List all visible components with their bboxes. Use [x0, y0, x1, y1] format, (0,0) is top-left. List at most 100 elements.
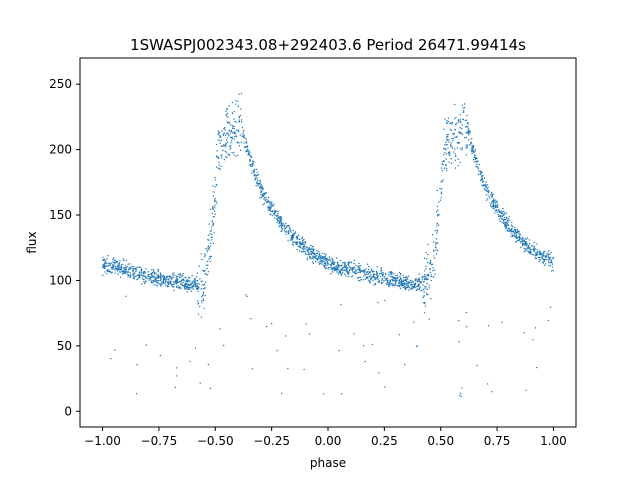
data-point — [433, 257, 436, 259]
data-point — [499, 211, 502, 213]
data-point — [482, 181, 484, 183]
data-point — [316, 257, 318, 259]
data-point — [228, 130, 230, 132]
data-point — [336, 267, 338, 270]
data-point — [405, 276, 408, 278]
data-point — [205, 264, 208, 266]
data-point — [260, 188, 263, 190]
data-point — [248, 153, 250, 156]
data-point — [511, 230, 514, 233]
x-tick-label: 0.50 — [427, 434, 454, 448]
data-point — [148, 277, 150, 280]
data-point — [242, 133, 244, 135]
data-point — [245, 140, 247, 143]
data-point — [523, 250, 525, 253]
data-point — [285, 230, 287, 233]
y-tick-label: 150 — [49, 208, 72, 222]
data-point — [206, 251, 208, 253]
data-point — [451, 147, 453, 149]
data-point — [515, 241, 517, 243]
data-point — [168, 275, 170, 278]
data-point — [207, 239, 209, 241]
data-point — [277, 214, 279, 216]
data-point — [271, 203, 273, 206]
data-point — [413, 321, 415, 323]
data-point — [549, 264, 552, 267]
data-point — [295, 241, 297, 243]
data-point — [144, 281, 147, 283]
data-point — [367, 272, 369, 274]
data-point — [549, 262, 551, 264]
data-point — [519, 235, 521, 237]
data-point — [454, 153, 457, 155]
data-point — [524, 242, 526, 245]
data-point — [311, 246, 314, 248]
data-point — [179, 272, 181, 275]
data-point — [204, 273, 206, 275]
data-point — [350, 261, 353, 264]
data-point — [182, 281, 184, 284]
data-point — [302, 242, 304, 244]
data-point — [486, 383, 489, 385]
data-point — [134, 275, 137, 278]
data-point — [433, 255, 435, 257]
data-point — [402, 286, 404, 289]
data-point — [214, 204, 216, 207]
data-point — [436, 232, 438, 234]
data-point — [483, 184, 485, 186]
data-point — [223, 128, 225, 130]
data-point — [125, 295, 127, 297]
data-point — [393, 283, 395, 286]
data-point — [225, 142, 227, 144]
data-point — [527, 250, 529, 252]
data-point — [259, 186, 261, 188]
data-point — [323, 253, 326, 255]
data-point — [276, 349, 278, 352]
data-point — [279, 217, 282, 219]
data-point — [262, 194, 265, 197]
data-point — [172, 286, 174, 288]
data-point — [227, 133, 230, 135]
data-point — [451, 137, 453, 139]
data-point — [360, 278, 362, 281]
data-point — [210, 239, 213, 241]
data-point — [106, 269, 109, 271]
data-point — [284, 224, 286, 227]
data-point — [216, 155, 218, 157]
data-point — [165, 278, 167, 281]
data-point — [151, 280, 153, 282]
data-point — [423, 291, 425, 293]
data-point — [436, 229, 439, 232]
data-point — [325, 253, 327, 256]
data-point — [430, 261, 432, 263]
data-point — [105, 273, 108, 275]
data-point — [183, 287, 186, 289]
data-point — [109, 270, 111, 273]
data-point — [324, 256, 326, 258]
data-point — [228, 154, 230, 156]
data-point — [365, 273, 367, 276]
data-point — [387, 284, 390, 286]
data-point — [506, 222, 508, 225]
data-point — [422, 288, 425, 291]
data-point — [230, 142, 232, 144]
data-point — [533, 250, 536, 253]
data-point — [193, 280, 195, 283]
data-point — [426, 258, 428, 260]
data-point — [449, 128, 452, 131]
data-point — [304, 247, 306, 250]
data-point — [287, 231, 290, 233]
data-point — [235, 103, 237, 105]
data-point — [226, 121, 228, 123]
data-point — [446, 122, 448, 125]
data-point — [181, 274, 184, 276]
data-point — [458, 131, 460, 133]
data-point — [467, 131, 469, 133]
data-point — [438, 224, 440, 226]
data-point — [499, 220, 501, 223]
data-point — [139, 266, 142, 268]
data-point — [341, 269, 343, 271]
data-point — [392, 280, 394, 282]
data-point — [291, 237, 294, 240]
data-point — [141, 277, 143, 279]
